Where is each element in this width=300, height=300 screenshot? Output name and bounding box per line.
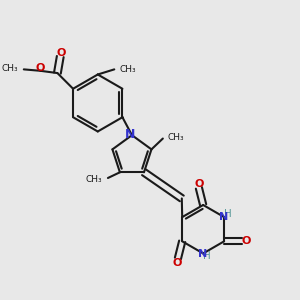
Text: N: N: [124, 128, 135, 141]
Text: O: O: [194, 179, 204, 189]
Text: H: H: [224, 209, 231, 219]
Text: CH₃: CH₃: [85, 175, 102, 184]
Text: O: O: [57, 48, 66, 58]
Text: O: O: [35, 63, 44, 73]
Text: O: O: [172, 258, 182, 268]
Text: CH₃: CH₃: [120, 65, 136, 74]
Text: H: H: [203, 251, 211, 261]
Text: N: N: [219, 212, 228, 221]
Text: CH₃: CH₃: [2, 64, 18, 73]
Text: O: O: [242, 236, 251, 246]
Text: N: N: [198, 249, 207, 259]
Text: CH₃: CH₃: [168, 133, 184, 142]
